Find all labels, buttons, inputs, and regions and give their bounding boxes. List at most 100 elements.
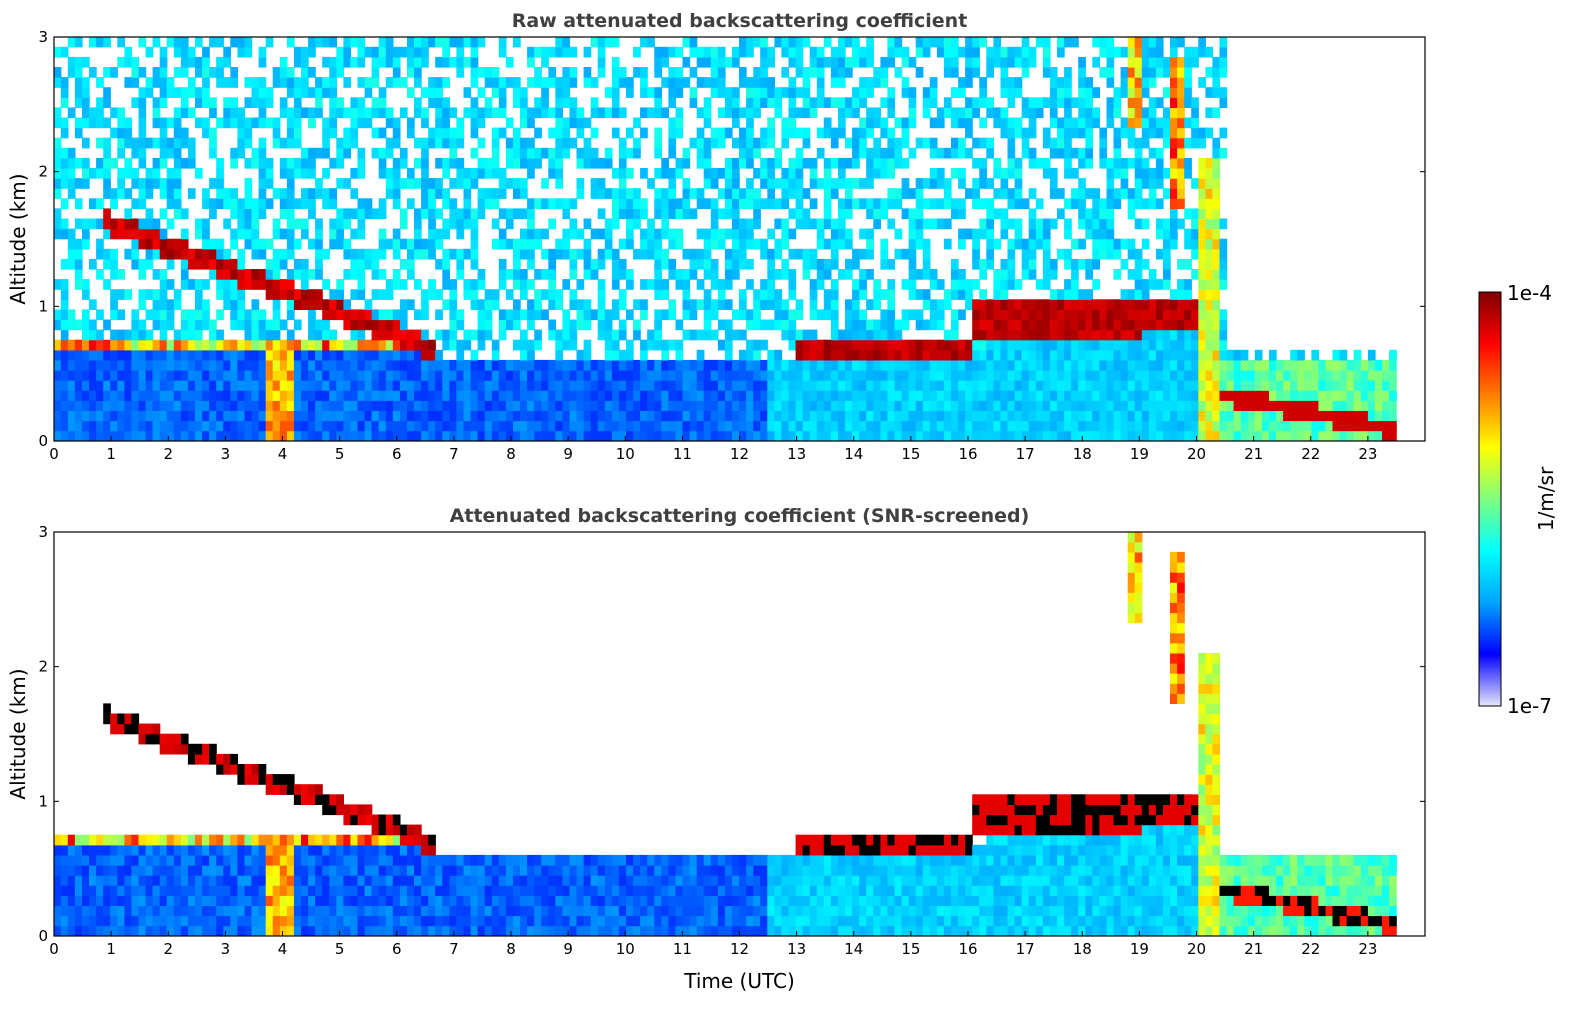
panel1-cell — [74, 178, 83, 189]
panel1-cell — [1177, 198, 1185, 209]
panel1-cell — [993, 168, 1002, 179]
panel1-cell — [491, 77, 500, 88]
panel2-cell — [82, 844, 90, 856]
panel1-cell — [802, 370, 811, 381]
panel1-cell — [1170, 198, 1178, 209]
panel1-cell — [131, 137, 140, 149]
panel1-cell — [166, 410, 175, 422]
panel1-cell — [463, 37, 472, 48]
panel2-cell — [110, 915, 118, 927]
panel1-cell — [477, 319, 486, 331]
panel1-cell — [1057, 188, 1065, 199]
panel2-cell — [67, 854, 76, 866]
panel1-cell — [555, 329, 563, 341]
panel1-cell — [286, 400, 295, 411]
panel1-cell — [237, 380, 246, 391]
panel1-cell — [936, 178, 945, 189]
panel1-cell — [724, 198, 733, 209]
panel1-cell — [880, 248, 889, 260]
panel1-cell — [293, 238, 302, 250]
panel1-cell — [1318, 380, 1327, 391]
panel1-cell — [746, 147, 754, 159]
panel1-cell — [1106, 309, 1115, 321]
panel1-cell — [216, 168, 224, 179]
panel1-cell — [1000, 208, 1009, 220]
panel1-cell — [1064, 87, 1072, 98]
panel1-cell — [746, 319, 754, 331]
panel1-cell — [753, 370, 761, 381]
panel1-cell — [1042, 359, 1051, 371]
panel1-cell — [343, 56, 352, 68]
panel1-cell — [541, 380, 549, 391]
panel1-cell — [513, 299, 521, 310]
panel1-cell — [1049, 390, 1058, 401]
panel1-cell — [746, 309, 754, 321]
panel1-cell — [392, 168, 401, 179]
panel1-cell — [308, 168, 316, 179]
panel1-cell — [576, 127, 585, 139]
panel1-cell — [1064, 198, 1072, 209]
panel1-cell — [696, 56, 705, 68]
panel1-cell — [739, 218, 747, 230]
panel1-cell — [739, 127, 747, 139]
panel1-cell — [421, 370, 429, 381]
panel1-cell — [887, 380, 896, 391]
panel1-cell — [845, 370, 853, 381]
panel1-cell — [103, 370, 111, 381]
panel1-cell — [1177, 339, 1185, 351]
panel1-cell — [456, 117, 465, 129]
panel1-cell — [414, 339, 422, 351]
panel1-cell — [852, 56, 860, 68]
panel1-cell — [816, 147, 825, 159]
panel1-cell — [633, 420, 641, 432]
panel1-cell — [124, 248, 133, 260]
panel1-cell — [993, 359, 1002, 371]
panel1-cell — [668, 117, 677, 129]
panel1-cell — [435, 400, 443, 411]
panel1-cell — [1099, 208, 1108, 220]
panel1-cell — [209, 390, 217, 401]
panel1-cell — [781, 67, 790, 78]
panel1-cell — [675, 390, 684, 401]
panel1-cell — [739, 188, 747, 199]
panel1-cell — [753, 107, 761, 119]
panel1-cell — [209, 319, 217, 331]
panel1-cell — [272, 349, 281, 361]
panel1-cell — [597, 188, 606, 199]
panel1-cell — [138, 228, 147, 240]
panel1-cell — [329, 218, 337, 230]
panel1-cell — [435, 97, 443, 108]
panel1-cell — [986, 329, 994, 341]
panel1-cell — [767, 87, 775, 98]
panel1-cell — [1155, 198, 1164, 209]
panel1-cell — [1170, 178, 1178, 189]
panel1-cell — [887, 309, 896, 321]
panel1-cell — [555, 380, 563, 391]
panel1-cell — [887, 400, 896, 411]
panel1-cell — [774, 198, 783, 209]
panel1-cell — [1042, 309, 1051, 321]
panel1-cell — [1014, 349, 1023, 361]
panel1-cell — [746, 228, 754, 240]
panel1-cell — [67, 400, 76, 411]
panel1-cell — [131, 67, 140, 78]
panel1-cell — [986, 56, 994, 68]
panel1-cell — [187, 279, 196, 290]
panel1-cell — [979, 400, 987, 411]
panel1-cell — [908, 339, 917, 351]
panel1-cell — [746, 410, 754, 422]
panel1-cell — [922, 107, 931, 119]
panel1-cell — [1099, 400, 1108, 411]
panel1-cell — [901, 370, 910, 381]
panel1-cell — [1233, 359, 1242, 371]
panel1-cell — [993, 46, 1002, 58]
panel1-cell — [894, 410, 903, 422]
panel1-cell — [484, 168, 493, 179]
panel1-cell — [159, 269, 168, 280]
panel1-cell — [1035, 198, 1044, 209]
panel1-cell — [392, 400, 401, 411]
panel1-cell — [145, 349, 154, 361]
panel1-cell — [293, 87, 302, 98]
panel1-cell — [965, 420, 973, 432]
panel1-cell — [682, 157, 691, 169]
